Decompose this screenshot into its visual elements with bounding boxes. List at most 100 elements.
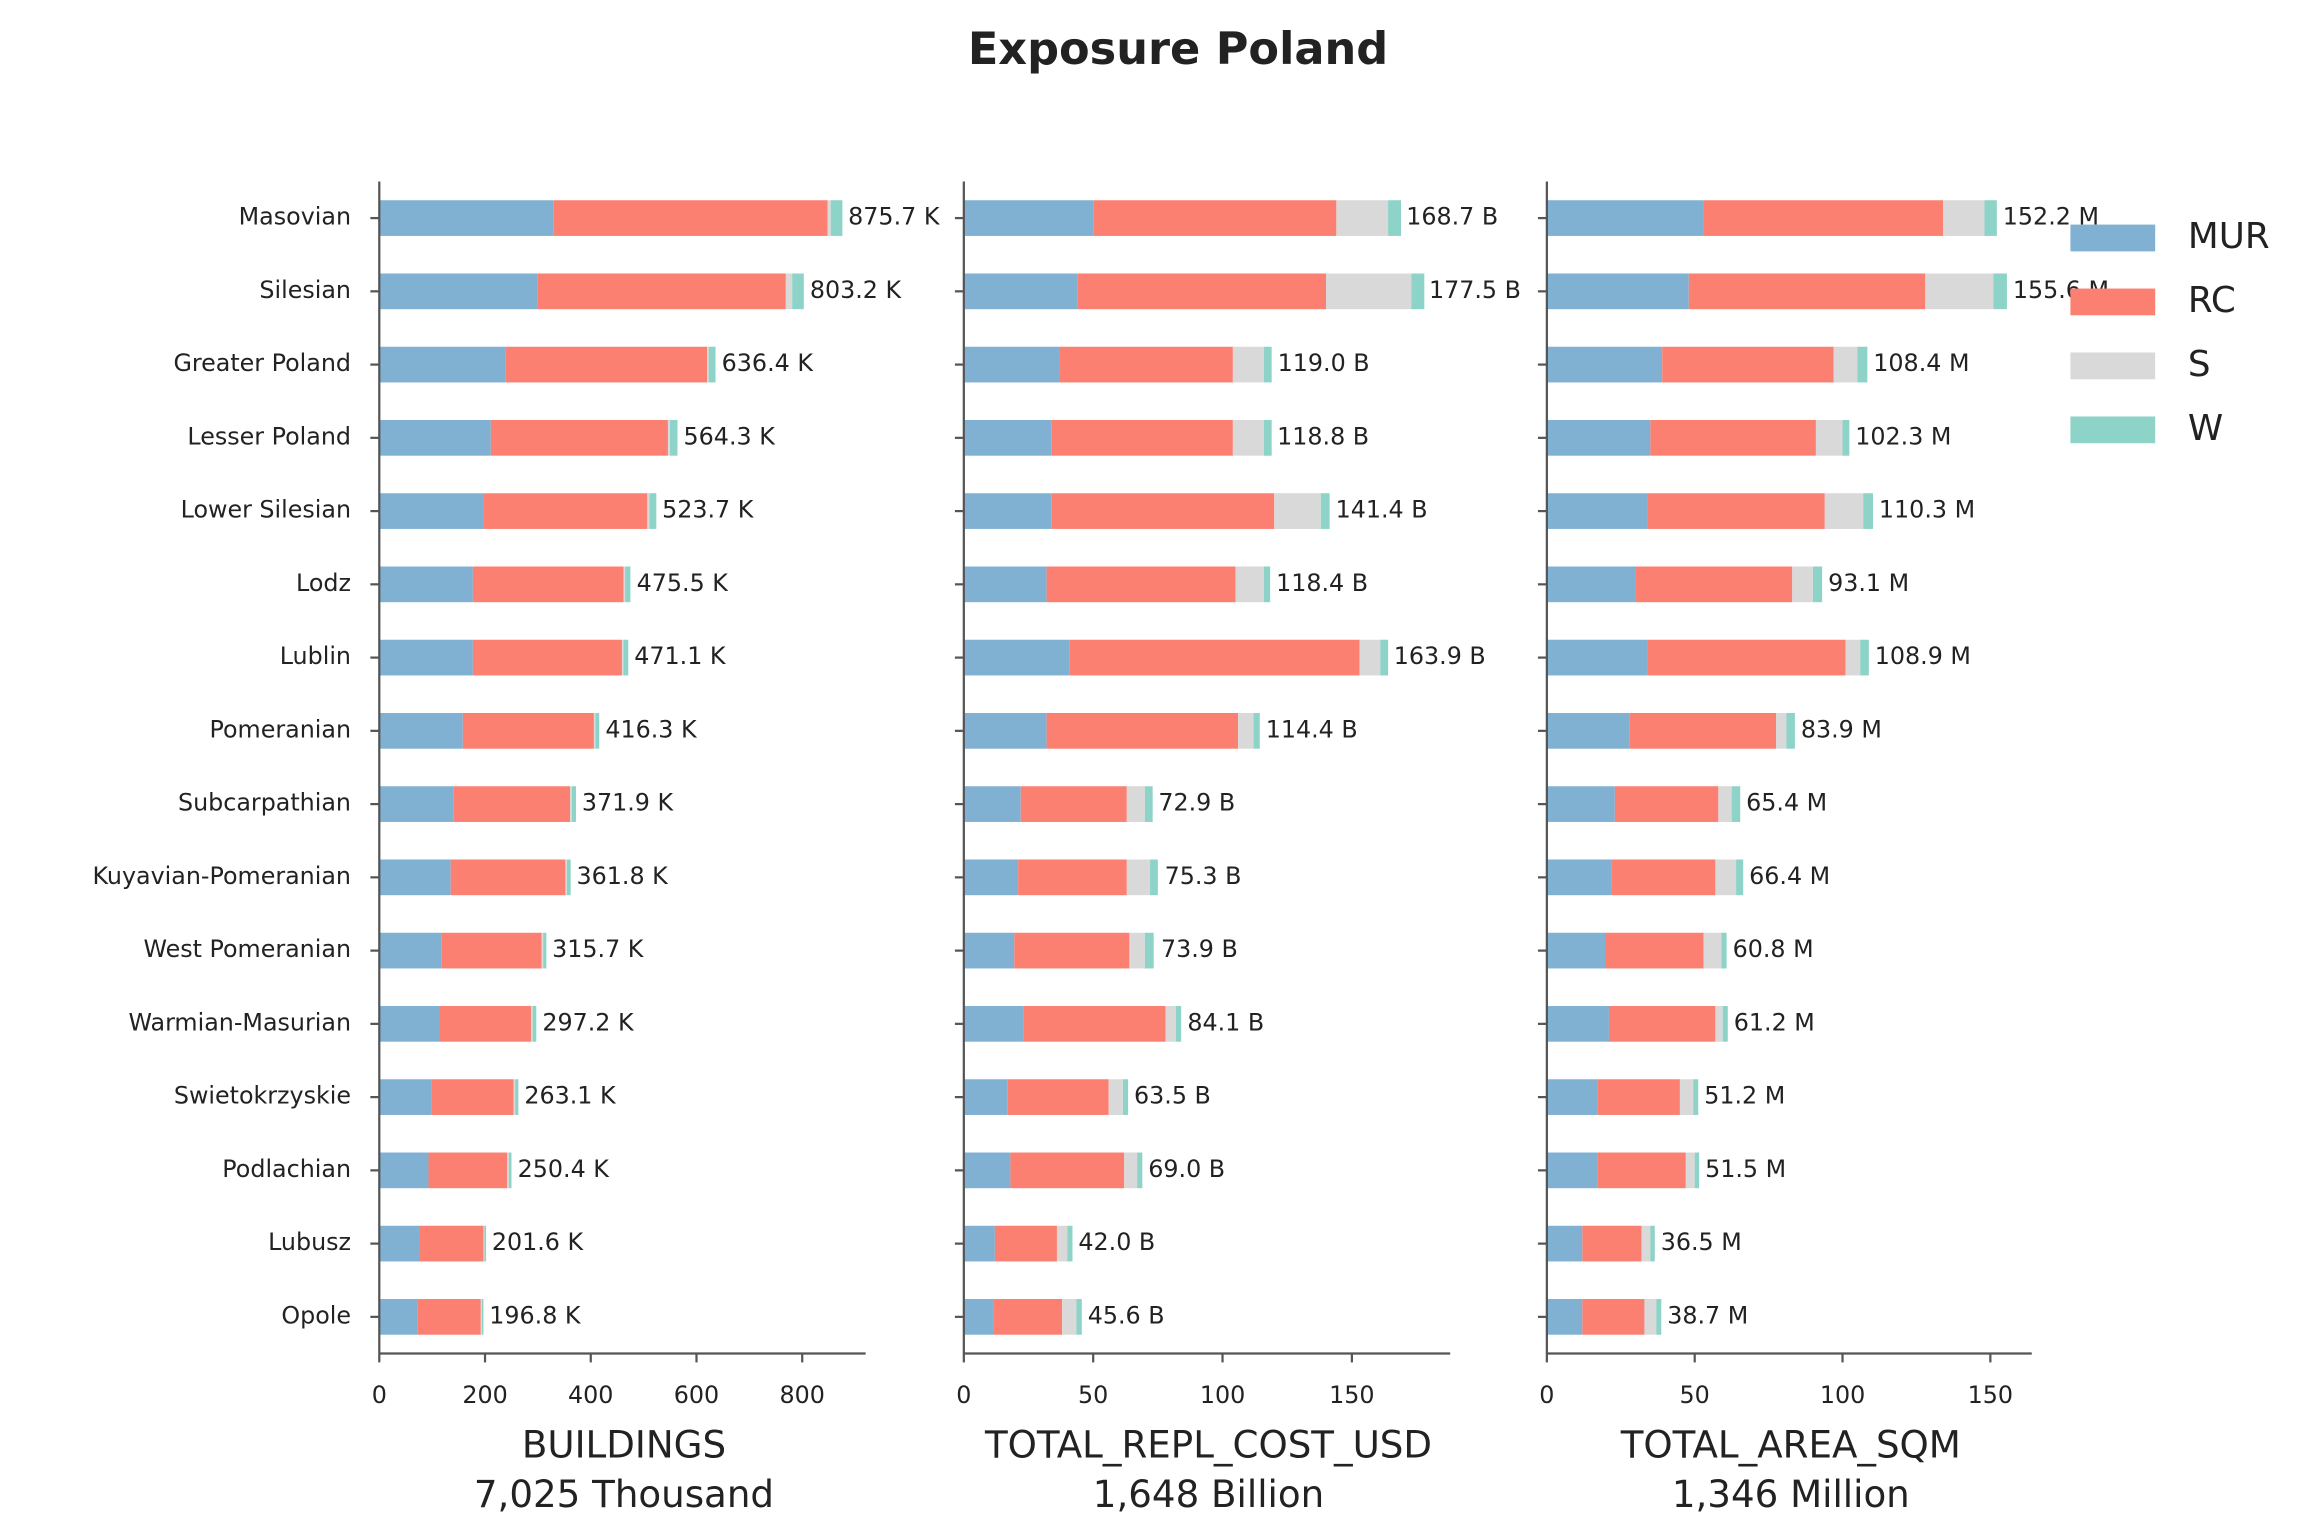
bar-segment xyxy=(462,713,594,749)
bar-segment xyxy=(1108,1079,1123,1115)
bar-segment xyxy=(1546,932,1606,969)
value-label: 75.3 B xyxy=(1165,862,1242,890)
bar-segment xyxy=(1546,1152,1598,1189)
bar-segment xyxy=(1614,786,1719,822)
bar-segment xyxy=(963,1006,1024,1042)
bar-segment xyxy=(515,1079,519,1115)
value-label: 875.7 K xyxy=(848,203,941,231)
bar-segment xyxy=(963,200,1094,236)
bar-segment xyxy=(1644,1299,1657,1335)
bar-segment xyxy=(570,786,572,822)
value-label: 65.4 M xyxy=(1746,789,1827,817)
value-label: 51.5 M xyxy=(1705,1155,1786,1183)
bar-segment xyxy=(1718,786,1732,822)
y-tick-label: Swietokrzyskie xyxy=(174,1082,351,1110)
bar-segment xyxy=(379,859,451,896)
bar-segment xyxy=(1062,1299,1077,1335)
bar-segment xyxy=(1815,419,1843,456)
legend-swatch xyxy=(2070,416,2156,444)
bar-segment xyxy=(1984,200,1997,236)
value-label: 523.7 K xyxy=(662,496,755,524)
bar-segment xyxy=(1235,566,1264,603)
bar-segment xyxy=(1721,932,1727,969)
bar-segment xyxy=(963,639,1070,676)
x-axis-label: 1,648 Billion xyxy=(1093,1472,1324,1516)
value-label: 315.7 K xyxy=(552,935,645,963)
legend-label: MUR xyxy=(2188,216,2270,257)
bar-segment xyxy=(543,932,547,969)
bar-segment xyxy=(1010,1152,1125,1189)
bar-segment xyxy=(963,1152,1011,1189)
y-tick-label: Kuyavian-Pomeranian xyxy=(92,862,351,890)
bar-segment xyxy=(379,1152,429,1189)
bar-segment xyxy=(963,713,1047,749)
bar-segment xyxy=(431,1079,514,1115)
bar-segment xyxy=(379,1006,440,1042)
value-label: 141.4 B xyxy=(1336,496,1428,524)
bar-segment xyxy=(1238,713,1254,749)
bar-segment xyxy=(1629,713,1777,749)
bar-segment xyxy=(532,1006,537,1042)
value-label: 102.3 M xyxy=(1855,422,1951,450)
y-tick-label: Lodz xyxy=(296,569,351,597)
bar-segment xyxy=(1046,566,1236,603)
bar-segment xyxy=(537,273,786,310)
bar-segment xyxy=(1546,1225,1583,1262)
bar-segment xyxy=(483,493,648,529)
bar-segment xyxy=(1833,346,1858,383)
bar-segment xyxy=(508,1152,512,1189)
bar-segment xyxy=(1693,1079,1699,1115)
bar-segment xyxy=(1635,566,1793,603)
bar-segment xyxy=(483,1225,485,1262)
value-label: 471.1 K xyxy=(634,642,727,670)
bar-segment xyxy=(472,566,624,603)
value-label: 475.5 K xyxy=(637,569,730,597)
y-tick-label: Subcarpathian xyxy=(178,789,351,817)
y-tick-label: Lower Silesian xyxy=(181,496,351,524)
bar-segment xyxy=(1597,1152,1686,1189)
bar-segment xyxy=(1842,419,1850,456)
legend-label: W xyxy=(2188,408,2223,449)
bar-segment xyxy=(1703,932,1722,969)
bar-segment xyxy=(1320,493,1330,529)
bar-segment xyxy=(1715,1006,1723,1042)
bar-segment xyxy=(1679,1079,1694,1115)
bar-segment xyxy=(1069,639,1360,676)
bar-segment xyxy=(1122,1079,1129,1115)
bar-segment xyxy=(827,200,831,236)
bar-segment xyxy=(963,1079,1008,1115)
bar-segment xyxy=(1546,639,1648,676)
bar-segment xyxy=(1943,200,1985,236)
bar-segment xyxy=(441,932,542,969)
bar-segment xyxy=(419,1225,484,1262)
value-label: 69.0 B xyxy=(1148,1155,1225,1183)
bar-segment xyxy=(1546,1006,1609,1042)
value-label: 361.8 K xyxy=(577,862,670,890)
bar-segment xyxy=(1232,419,1264,456)
y-tick-label: Warmian-Masurian xyxy=(129,1008,352,1036)
x-tick-label: 150 xyxy=(1968,1381,2013,1409)
bar-segment xyxy=(1546,786,1615,822)
bar-segment xyxy=(379,786,454,822)
bar-segment xyxy=(472,639,622,676)
bar-segment xyxy=(1641,1225,1651,1262)
value-label: 163.9 B xyxy=(1394,642,1486,670)
bar-segment xyxy=(1860,639,1869,676)
bar-segment xyxy=(1137,1152,1143,1189)
value-label: 72.9 B xyxy=(1158,789,1235,817)
bar-segment xyxy=(1611,859,1716,896)
bar-segment xyxy=(379,273,538,310)
bar-segment xyxy=(450,859,566,896)
bar-segment xyxy=(1688,273,1926,310)
bar-segment xyxy=(1647,493,1825,529)
bar-segment xyxy=(379,1299,418,1335)
bar-segment xyxy=(1411,273,1425,310)
bar-segment xyxy=(1067,1225,1073,1262)
bar-segment xyxy=(625,566,631,603)
value-label: 119.0 B xyxy=(1278,349,1370,377)
y-tick-label: Lublin xyxy=(280,642,351,670)
bar-segment xyxy=(1546,1299,1583,1335)
legend-label: RC xyxy=(2188,280,2236,321)
bar-segment xyxy=(1993,273,2007,310)
y-tick-label: Opole xyxy=(281,1301,351,1329)
